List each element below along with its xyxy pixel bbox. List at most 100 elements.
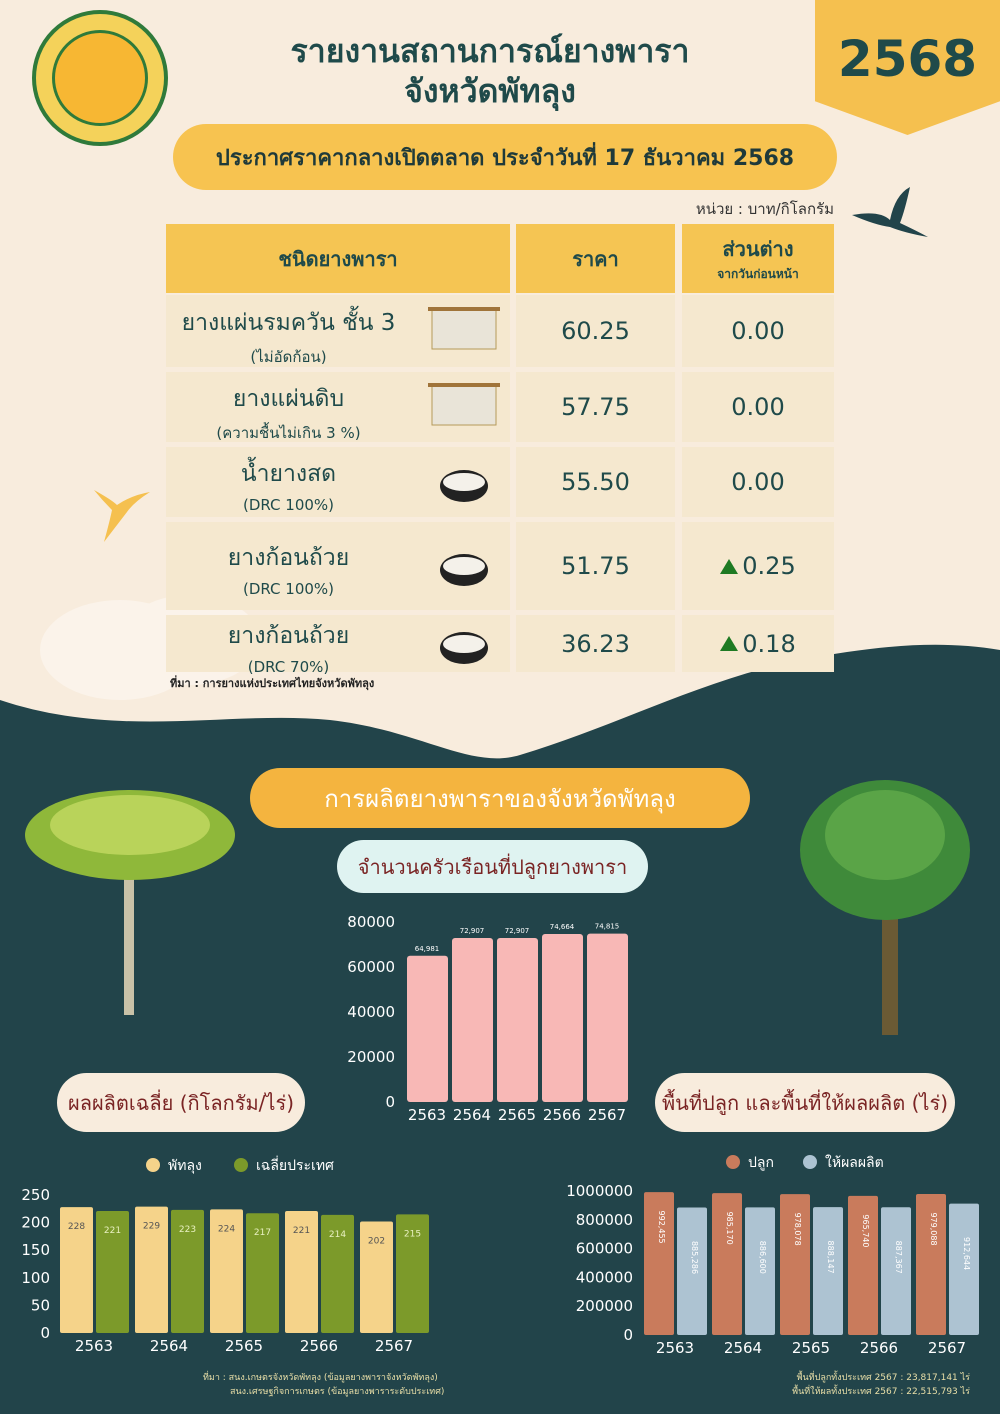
- legend-swatch: [803, 1155, 817, 1169]
- table-row-name: ยางแผ่นดิบ (ความชื้นไม่เกิน 3 %): [166, 372, 510, 442]
- up-arrow-icon: [720, 558, 739, 574]
- legend-swatch: [146, 1158, 160, 1172]
- bar: [360, 1221, 393, 1333]
- bird-icon: [852, 187, 928, 237]
- national-harvest: พื้นที่ให้ผลทั้งประเทศ 2567 : 22,515,793…: [792, 1387, 970, 1397]
- bar-value-label: 886,600: [758, 1241, 767, 1274]
- x-tick-label: 2567: [375, 1337, 413, 1355]
- bar-value-label: 887,367: [894, 1241, 903, 1274]
- diff-cell: 0.00: [682, 372, 834, 442]
- y-tick-label: 80000: [347, 913, 395, 931]
- legend-label: ให้ผลผลิต: [825, 1154, 884, 1171]
- bar: [497, 937, 538, 1102]
- x-tick-label: 2566: [300, 1337, 338, 1355]
- x-tick-label: 2563: [408, 1106, 446, 1124]
- diff-cell: 0.00: [682, 447, 834, 517]
- bar: [745, 1207, 775, 1335]
- diff-value: 0.00: [731, 317, 785, 345]
- table-source: ที่มา : การยางแห่งประเทศไทยจังหวัดพัทลุง: [170, 677, 375, 690]
- rubber-type-name: ยางแผ่นรมควัน ชั้น 3: [181, 310, 396, 336]
- latex-bowl-icon: [440, 470, 488, 502]
- rubber-type: ยางก้อนถ้วย (DRC 100%): [166, 540, 411, 598]
- header-price: ราคา: [516, 224, 675, 293]
- header-diff-label: ส่วนต่าง: [722, 237, 794, 261]
- rubber-type-sub: (DRC 100%): [242, 580, 335, 598]
- diff-cell: 0.25: [682, 522, 834, 610]
- diff-value: 0.00: [731, 393, 785, 421]
- table-row-name: ยางก้อนถ้วย (DRC 100%): [166, 522, 510, 610]
- bar-value-label: 202: [368, 1236, 385, 1246]
- bar: [210, 1209, 243, 1333]
- x-tick-label: 2565: [792, 1339, 830, 1357]
- y-tick-label: 200000: [576, 1297, 633, 1315]
- x-tick-label: 2567: [588, 1106, 626, 1124]
- y-tick-label: 600000: [576, 1240, 633, 1258]
- y-tick-label: 0: [623, 1326, 633, 1344]
- bar-value-label: 985,170: [725, 1212, 734, 1245]
- rubber-type: น้ำยางสด (DRC 100%): [166, 456, 411, 514]
- footer-source-2: สนง.เศรษฐกิจการเกษตร (ข้อมูลยางพาราระดับ…: [230, 1387, 445, 1397]
- bar-value-label: 64,981: [415, 945, 440, 953]
- smoked-sheet-icon: [428, 307, 500, 350]
- x-tick-label: 2563: [75, 1337, 113, 1355]
- bar: [135, 1206, 168, 1333]
- table-row-name: ยางแผ่นรมควัน ชั้น 3 (ไม่อัดก้อน): [166, 295, 510, 367]
- bar: [712, 1193, 742, 1335]
- y-tick-label: 100: [21, 1269, 50, 1287]
- bar-value-label: 74,664: [550, 923, 575, 931]
- up-arrow-icon: [720, 636, 739, 651]
- legend-swatch: [234, 1158, 248, 1172]
- raw-sheet-icon: [428, 383, 500, 426]
- y-tick-label: 60000: [347, 958, 395, 976]
- x-tick-label: 2564: [150, 1337, 188, 1355]
- bar-value-label: 885,286: [690, 1241, 699, 1274]
- x-tick-label: 2565: [225, 1337, 263, 1355]
- rubber-tree-left-icon: [25, 790, 235, 1015]
- bar: [171, 1209, 204, 1333]
- announcement-banner: ประกาศราคากลางเปิดตลาด ประจำวันที่ 17 ธั…: [173, 124, 837, 190]
- bar: [644, 1192, 674, 1335]
- bar-value-label: 228: [68, 1222, 85, 1232]
- bar: [949, 1203, 979, 1335]
- bar: [246, 1213, 279, 1333]
- bar: [407, 955, 448, 1102]
- rubber-type-name: ยางก้อนถ้วย: [227, 545, 350, 571]
- price-cell: 36.23: [516, 615, 675, 672]
- bar-value-label: 217: [254, 1228, 271, 1238]
- bar: [96, 1211, 129, 1333]
- legend-swatch: [726, 1155, 740, 1169]
- y-tick-label: 0: [385, 1093, 395, 1111]
- rubber-type-sub: (ไม่อัดก้อน): [250, 348, 327, 366]
- page-title: รายงานสถานการณ์ยางพารา: [290, 32, 690, 70]
- bar: [285, 1211, 318, 1333]
- bar-value-label: 229: [143, 1222, 160, 1232]
- x-tick-label: 2564: [453, 1106, 491, 1124]
- production-banner: การผลิตยางพาราของจังหวัดพัทลุง: [250, 768, 750, 828]
- price-cell: 57.75: [516, 372, 675, 442]
- bar: [396, 1214, 429, 1333]
- bar: [677, 1207, 707, 1335]
- bar: [881, 1207, 911, 1335]
- header-diff: ส่วนต่าง จากวันก่อนหน้า: [682, 224, 834, 293]
- bar-value-label: 72,907: [505, 927, 530, 935]
- y-tick-label: 40000: [347, 1003, 395, 1021]
- area-title: พื้นที่ปลูก และพื้นที่ให้ผลผลิต (ไร่): [655, 1073, 955, 1132]
- y-tick-label: 0: [40, 1324, 50, 1342]
- bar-value-label: 224: [218, 1224, 235, 1234]
- diff-cell: 0.00: [682, 295, 834, 367]
- table-row-name: น้ำยางสด (DRC 100%): [166, 447, 510, 517]
- rubber-type: ยางแผ่นรมควัน ชั้น 3 (ไม่อัดก้อน): [166, 305, 411, 369]
- yield-title: ผลผลิตเฉลี่ย (กิโลกรัม/ไร่): [57, 1073, 305, 1132]
- price-cell: 51.75: [516, 522, 675, 610]
- x-tick-label: 2564: [724, 1339, 762, 1357]
- legend-label: เฉลี่ยประเทศ: [256, 1156, 334, 1174]
- y-tick-label: 50: [31, 1296, 50, 1314]
- header-type: ชนิดยางพารา: [166, 224, 510, 293]
- x-tick-label: 2563: [656, 1339, 694, 1357]
- bar: [916, 1194, 946, 1335]
- bar: [542, 934, 583, 1102]
- diff-value: 0.25: [742, 552, 796, 580]
- page-subtitle: จังหวัดพัทลุง: [404, 72, 576, 110]
- y-tick-label: 250: [21, 1186, 50, 1204]
- bar-value-label: 978,078: [793, 1213, 802, 1246]
